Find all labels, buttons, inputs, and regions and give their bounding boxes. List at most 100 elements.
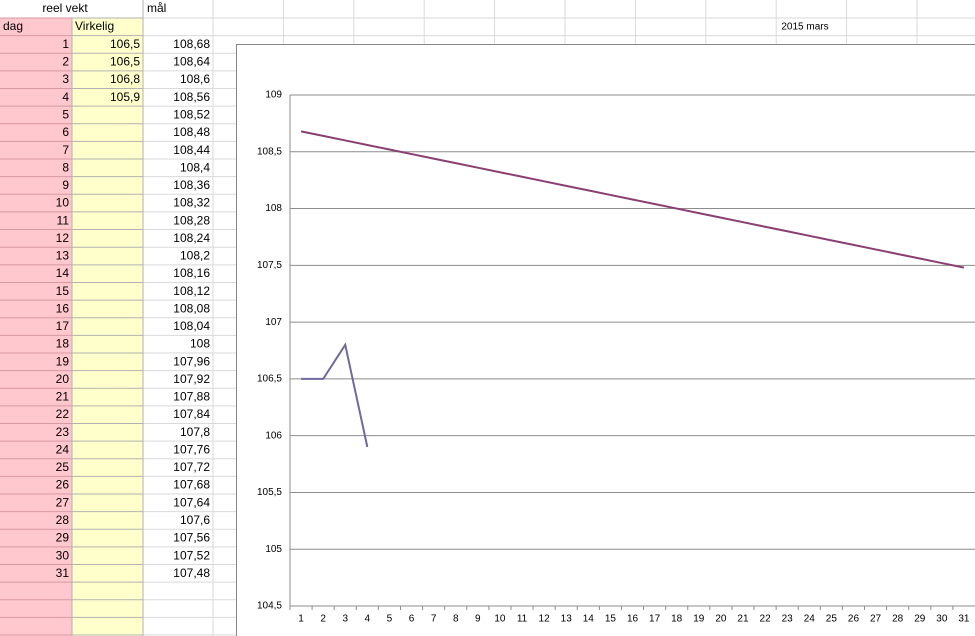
goal-cell: 108,04 bbox=[173, 319, 210, 333]
goal-cell: 107,6 bbox=[180, 513, 210, 527]
goal-cell: 107,96 bbox=[173, 354, 210, 368]
day-cell: 5 bbox=[62, 108, 69, 122]
goal-cell: 108,2 bbox=[180, 249, 210, 263]
day-cell: 27 bbox=[56, 495, 70, 509]
x-tick-label: 9 bbox=[475, 614, 481, 625]
goal-cell: 108,68 bbox=[173, 37, 210, 51]
goal-cell: 108,52 bbox=[173, 108, 210, 122]
x-tick-label: 7 bbox=[431, 614, 437, 625]
x-tick-label: 30 bbox=[936, 614, 948, 625]
goal-cell: 108,24 bbox=[173, 231, 210, 245]
goal-cell: 107,76 bbox=[173, 442, 210, 456]
goal-cell: 107,64 bbox=[173, 495, 210, 509]
x-tick-label: 26 bbox=[848, 614, 860, 625]
x-tick-label: 1 bbox=[298, 614, 304, 625]
goal-cell: 107,88 bbox=[173, 390, 210, 404]
actual-cell: 106,5 bbox=[110, 37, 140, 51]
x-tick-label: 10 bbox=[494, 614, 506, 625]
actual-cell: 106,5 bbox=[110, 55, 140, 69]
day-cell: 13 bbox=[56, 249, 70, 263]
x-tick-label: 24 bbox=[804, 614, 816, 625]
day-cell: 9 bbox=[62, 178, 69, 192]
goal-cell: 108,56 bbox=[173, 90, 210, 104]
y-tick-label: 107,5 bbox=[257, 260, 282, 271]
x-tick-label: 20 bbox=[715, 614, 727, 625]
day-cell: 6 bbox=[62, 125, 69, 139]
day-cell: 25 bbox=[56, 460, 70, 474]
day-cell: 29 bbox=[56, 531, 70, 545]
goal-cell: 107,56 bbox=[173, 531, 210, 545]
x-tick-label: 6 bbox=[409, 614, 415, 625]
y-tick-label: 105 bbox=[265, 544, 282, 555]
goal-cell: 108,36 bbox=[173, 178, 210, 192]
header-cell: reel vekt bbox=[42, 1, 88, 15]
day-cell: 28 bbox=[56, 513, 70, 527]
x-tick-label: 11 bbox=[517, 614, 528, 625]
x-tick-label: 21 bbox=[737, 614, 749, 625]
pink-column bbox=[0, 18, 72, 636]
x-tick-label: 4 bbox=[365, 614, 371, 625]
goal-cell: 107,92 bbox=[173, 372, 210, 386]
x-tick-label: 16 bbox=[627, 614, 639, 625]
x-tick-label: 8 bbox=[453, 614, 459, 625]
x-tick-label: 19 bbox=[693, 614, 705, 625]
day-cell: 16 bbox=[56, 301, 70, 315]
x-tick-label: 28 bbox=[892, 614, 904, 625]
title-cell: 2015 mars bbox=[781, 22, 828, 33]
series-line bbox=[300, 130, 965, 269]
day-cell: 21 bbox=[56, 390, 70, 404]
day-cell: 20 bbox=[56, 372, 70, 386]
x-tick-label: 29 bbox=[914, 614, 926, 625]
y-tick-label: 107 bbox=[265, 317, 282, 328]
actual-cell: 105,9 bbox=[110, 90, 140, 104]
day-cell: 4 bbox=[62, 90, 69, 104]
goal-cell: 108,16 bbox=[173, 266, 210, 280]
x-tick-label: 31 bbox=[958, 614, 970, 625]
goal-cell: 107,68 bbox=[173, 478, 210, 492]
header-cell: Virkelig bbox=[75, 19, 114, 33]
day-cell: 24 bbox=[56, 442, 70, 456]
day-cell: 26 bbox=[56, 478, 70, 492]
x-tick-label: 23 bbox=[782, 614, 794, 625]
day-cell: 12 bbox=[56, 231, 70, 245]
x-tick-label: 27 bbox=[870, 614, 882, 625]
goal-cell: 108,64 bbox=[173, 55, 210, 69]
x-tick-label: 15 bbox=[605, 614, 617, 625]
day-cell: 11 bbox=[57, 213, 70, 227]
goal-cell: 107,84 bbox=[173, 407, 210, 421]
goal-cell: 108,48 bbox=[173, 125, 210, 139]
day-cell: 14 bbox=[56, 266, 70, 280]
day-cell: 2 bbox=[62, 55, 69, 69]
y-tick-label: 108,5 bbox=[257, 146, 282, 157]
x-tick-label: 14 bbox=[583, 614, 595, 625]
goal-cell: 108,4 bbox=[180, 160, 210, 174]
x-tick-label: 22 bbox=[760, 614, 772, 625]
day-cell: 3 bbox=[62, 72, 69, 86]
y-tick-label: 106 bbox=[265, 430, 282, 441]
goal-cell: 108,6 bbox=[180, 72, 210, 86]
header-cell: mål bbox=[147, 1, 166, 15]
x-tick-label: 13 bbox=[561, 614, 573, 625]
goal-cell: 108 bbox=[190, 337, 210, 351]
day-cell: 15 bbox=[56, 284, 70, 298]
day-cell: 10 bbox=[56, 196, 70, 210]
day-cell: 22 bbox=[56, 407, 70, 421]
series-line bbox=[301, 342, 369, 448]
goal-cell: 107,8 bbox=[180, 425, 210, 439]
goal-cell: 107,52 bbox=[173, 548, 210, 562]
x-tick-label: 3 bbox=[342, 614, 348, 625]
goal-cell: 108,12 bbox=[173, 284, 210, 298]
day-cell: 23 bbox=[56, 425, 70, 439]
goal-cell: 107,48 bbox=[173, 566, 210, 580]
y-tick-label: 106,5 bbox=[257, 374, 282, 385]
x-tick-label: 17 bbox=[649, 614, 661, 625]
day-cell: 31 bbox=[56, 566, 70, 580]
day-cell: 1 bbox=[62, 37, 69, 51]
goal-cell: 107,72 bbox=[173, 460, 210, 474]
actual-cell: 106,8 bbox=[110, 72, 140, 86]
day-cell: 8 bbox=[62, 160, 69, 174]
x-tick-label: 5 bbox=[387, 614, 393, 625]
x-tick-label: 12 bbox=[539, 614, 551, 625]
day-cell: 19 bbox=[56, 354, 70, 368]
